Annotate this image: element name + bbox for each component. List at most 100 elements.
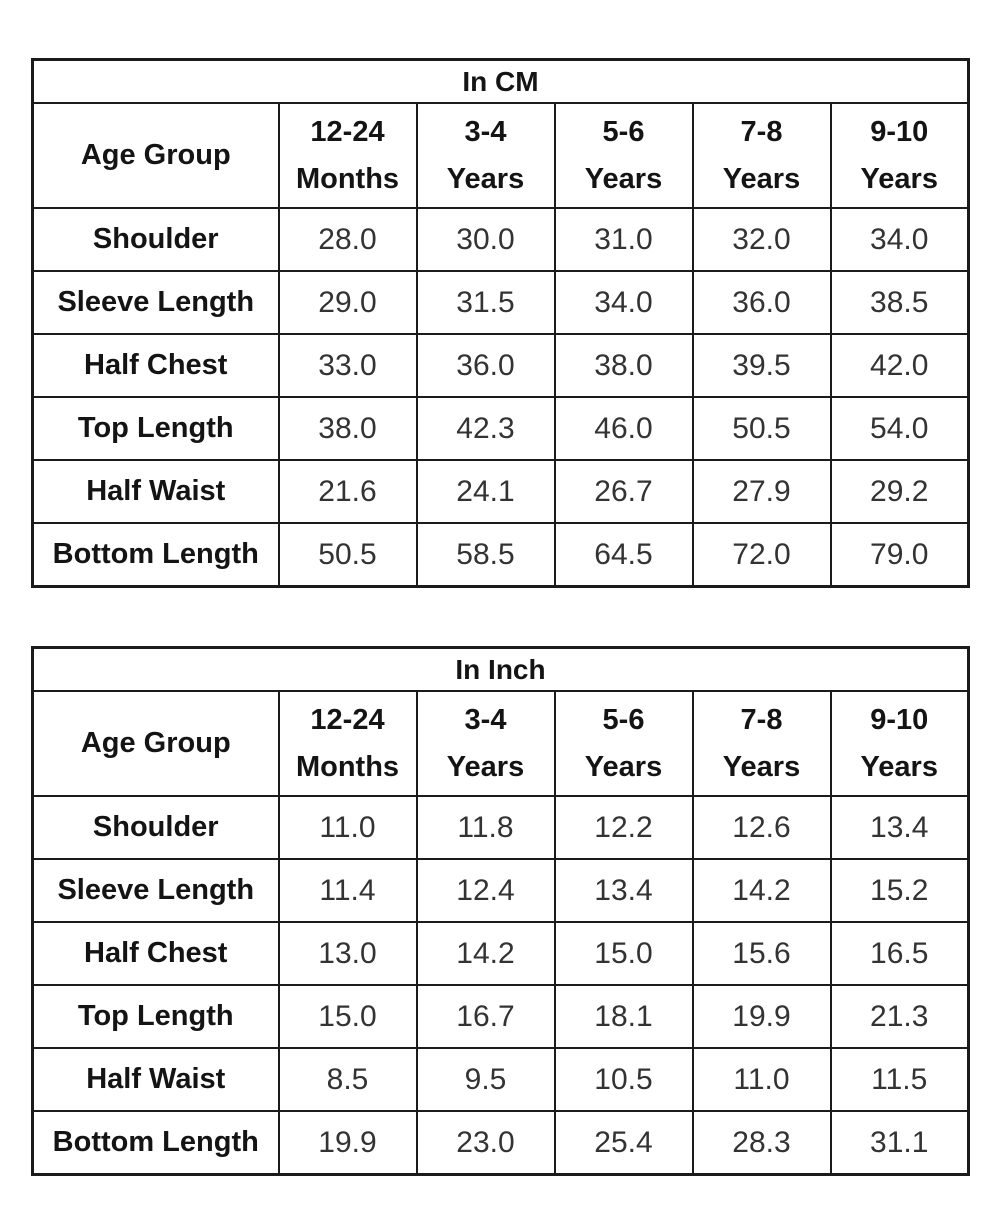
table-header-row: Age Group 12-24 Months 3-4 Years 5-6 Years 7… — [31, 102, 970, 209]
value-cell: 34.0 — [553, 270, 694, 335]
row-header: Bottom Length — [31, 522, 280, 588]
value-cell: 30.0 — [415, 207, 556, 272]
row-header: Sleeve Length — [31, 858, 280, 923]
value-cell: 36.0 — [415, 333, 556, 398]
value-cell: 29.2 — [829, 459, 970, 524]
value-cell: 16.5 — [829, 921, 970, 986]
table-row: Bottom Length 50.5 58.5 64.5 72.0 79.0 — [31, 522, 970, 588]
value-cell: 38.5 — [829, 270, 970, 335]
value-cell: 36.0 — [691, 270, 832, 335]
size-table: In CM Age Group 12-24 Months 3-4 Years 5-6 Y… — [31, 58, 970, 588]
value-cell: 31.1 — [829, 1110, 970, 1176]
value-cell: 11.4 — [277, 858, 418, 923]
row-header: Top Length — [31, 396, 280, 461]
value-cell: 28.3 — [691, 1110, 832, 1176]
size-table-inch: In Inch Age Group 12-24 Months 3-4 Years 5-6… — [31, 646, 970, 1176]
value-cell: 21.3 — [829, 984, 970, 1049]
value-cell: 33.0 — [277, 333, 418, 398]
value-cell: 23.0 — [415, 1110, 556, 1176]
value-cell: 42.3 — [415, 396, 556, 461]
value-cell: 31.5 — [415, 270, 556, 335]
table-row: Half Waist 21.6 24.1 26.7 27.9 29.2 — [31, 459, 970, 524]
value-cell: 26.7 — [553, 459, 694, 524]
value-cell: 29.0 — [277, 270, 418, 335]
value-cell: 12.4 — [415, 858, 556, 923]
table-title-row: In CM — [31, 58, 970, 104]
value-cell: 46.0 — [553, 396, 694, 461]
value-cell: 10.5 — [553, 1047, 694, 1112]
column-header: 3-4 Years — [415, 102, 556, 209]
value-cell: 19.9 — [277, 1110, 418, 1176]
value-cell: 15.0 — [553, 921, 694, 986]
row-header: Bottom Length — [31, 1110, 280, 1176]
table-row: Sleeve Length 11.4 12.4 13.4 14.2 15.2 — [31, 858, 970, 923]
column-header: 7-8 Years — [691, 690, 832, 797]
value-cell: 15.0 — [277, 984, 418, 1049]
value-cell: 15.6 — [691, 921, 832, 986]
value-cell: 32.0 — [691, 207, 832, 272]
column-header: 3-4 Years — [415, 690, 556, 797]
table-row: Shoulder 28.0 30.0 31.0 32.0 34.0 — [31, 207, 970, 272]
table-row: Half Chest 33.0 36.0 38.0 39.5 42.0 — [31, 333, 970, 398]
value-cell: 21.6 — [277, 459, 418, 524]
corner-header-age-group: Age Group — [31, 102, 280, 209]
table-header-row: Age Group 12-24 Months 3-4 Years 5-6 Years 7… — [31, 690, 970, 797]
column-header: 7-8 Years — [691, 102, 832, 209]
value-cell: 72.0 — [691, 522, 832, 588]
column-header: 5-6 Years — [553, 690, 694, 797]
column-header: 9-10 Years — [829, 690, 970, 797]
value-cell: 27.9 — [691, 459, 832, 524]
value-cell: 14.2 — [415, 921, 556, 986]
value-cell: 50.5 — [691, 396, 832, 461]
value-cell: 11.0 — [277, 795, 418, 860]
value-cell: 13.4 — [553, 858, 694, 923]
value-cell: 64.5 — [553, 522, 694, 588]
row-header: Shoulder — [31, 207, 280, 272]
column-header: 12-24 Months — [277, 102, 418, 209]
column-header: 12-24 Months — [277, 690, 418, 797]
value-cell: 11.5 — [829, 1047, 970, 1112]
size-table: In Inch Age Group 12-24 Months 3-4 Years 5-6… — [31, 646, 970, 1176]
value-cell: 19.9 — [691, 984, 832, 1049]
value-cell: 12.6 — [691, 795, 832, 860]
table-row: Top Length 15.0 16.7 18.1 19.9 21.3 — [31, 984, 970, 1049]
value-cell: 25.4 — [553, 1110, 694, 1176]
corner-header-age-group: Age Group — [31, 690, 280, 797]
column-header: 9-10 Years — [829, 102, 970, 209]
value-cell: 16.7 — [415, 984, 556, 1049]
value-cell: 42.0 — [829, 333, 970, 398]
row-header: Top Length — [31, 984, 280, 1049]
value-cell: 11.8 — [415, 795, 556, 860]
value-cell: 18.1 — [553, 984, 694, 1049]
value-cell: 79.0 — [829, 522, 970, 588]
row-header: Half Waist — [31, 1047, 280, 1112]
value-cell: 12.2 — [553, 795, 694, 860]
value-cell: 38.0 — [553, 333, 694, 398]
value-cell: 54.0 — [829, 396, 970, 461]
value-cell: 13.0 — [277, 921, 418, 986]
row-header: Sleeve Length — [31, 270, 280, 335]
value-cell: 50.5 — [277, 522, 418, 588]
table-row: Bottom Length 19.9 23.0 25.4 28.3 31.1 — [31, 1110, 970, 1176]
value-cell: 13.4 — [829, 795, 970, 860]
table-title: In Inch — [31, 646, 970, 692]
value-cell: 31.0 — [553, 207, 694, 272]
value-cell: 11.0 — [691, 1047, 832, 1112]
value-cell: 28.0 — [277, 207, 418, 272]
table-row: Top Length 38.0 42.3 46.0 50.5 54.0 — [31, 396, 970, 461]
table-title-row: In Inch — [31, 646, 970, 692]
value-cell: 34.0 — [829, 207, 970, 272]
row-header: Half Chest — [31, 333, 280, 398]
table-title: In CM — [31, 58, 970, 104]
table-row: Sleeve Length 29.0 31.5 34.0 36.0 38.5 — [31, 270, 970, 335]
row-header: Shoulder — [31, 795, 280, 860]
value-cell: 38.0 — [277, 396, 418, 461]
table-row: Half Chest 13.0 14.2 15.0 15.6 16.5 — [31, 921, 970, 986]
column-header: 5-6 Years — [553, 102, 694, 209]
value-cell: 8.5 — [277, 1047, 418, 1112]
size-table-cm: In CM Age Group 12-24 Months 3-4 Years 5-6 Y… — [31, 58, 970, 588]
table-row: Half Waist 8.5 9.5 10.5 11.0 11.5 — [31, 1047, 970, 1112]
row-header: Half Chest — [31, 921, 280, 986]
row-header: Half Waist — [31, 459, 280, 524]
